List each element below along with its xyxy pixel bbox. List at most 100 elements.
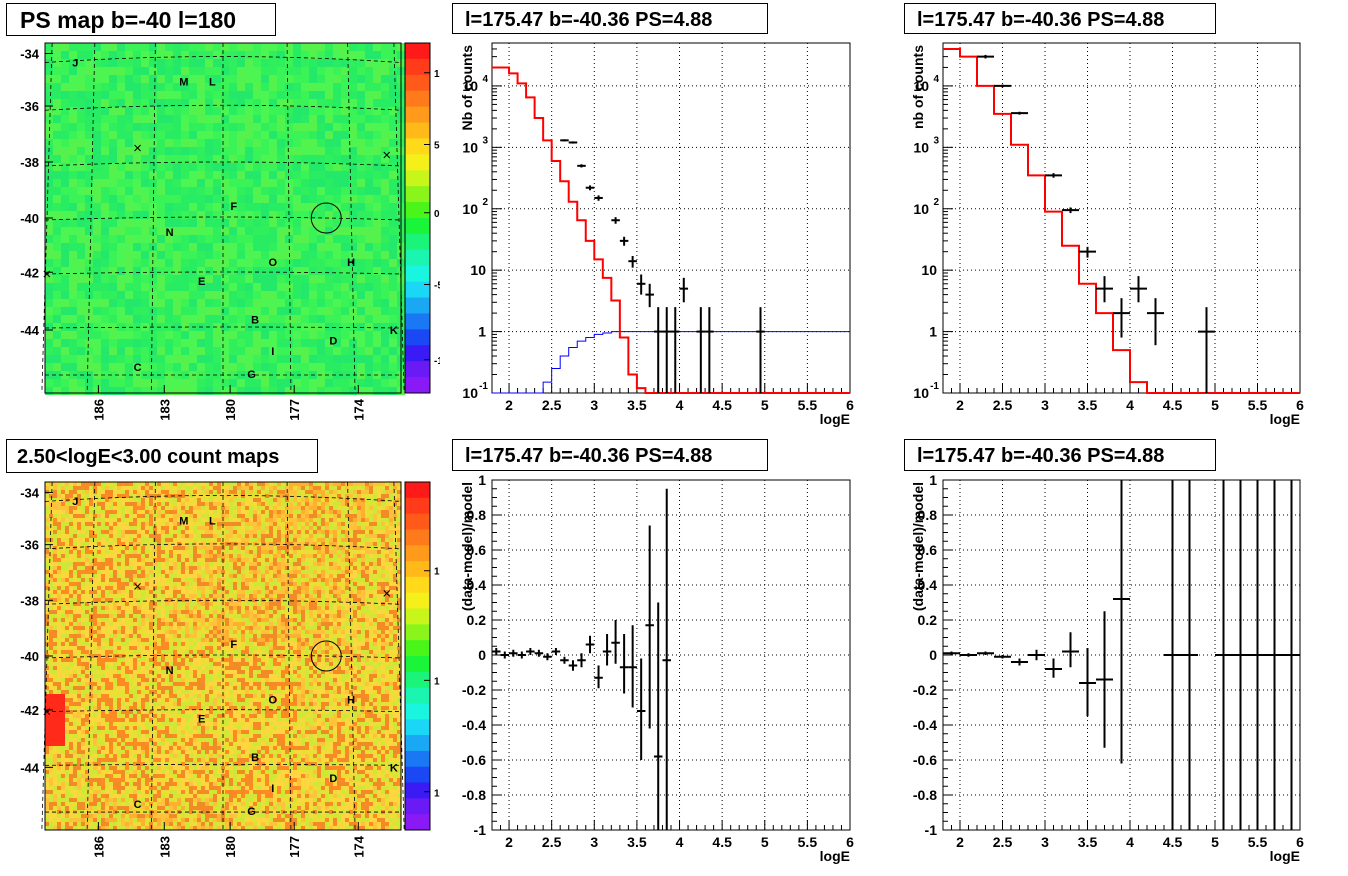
map-pixel (101, 99, 109, 107)
map-pixel (117, 578, 121, 582)
map-pixel (245, 163, 253, 171)
map-pixel (93, 283, 101, 291)
map-pixel (117, 139, 125, 147)
map-pixel (377, 598, 381, 602)
map-pixel (237, 494, 241, 498)
map-pixel (77, 339, 85, 347)
map-pixel (241, 562, 245, 566)
map-pixel (333, 347, 341, 355)
map-pixel (377, 550, 381, 554)
map-pixel (297, 518, 301, 522)
map-pixel (101, 75, 109, 83)
map-pixel (101, 355, 109, 363)
map-pixel (229, 67, 237, 75)
map-pixel (69, 490, 73, 494)
map-pixel (309, 530, 313, 534)
map-pixel (365, 315, 373, 323)
map-pixel (397, 502, 401, 506)
map-pixel (273, 546, 277, 550)
map-pixel (197, 594, 201, 598)
map-pixel (225, 570, 229, 574)
map-pixel (245, 51, 253, 59)
map-pixel (161, 562, 165, 566)
map-pixel (145, 538, 149, 542)
map-pixel (349, 355, 357, 363)
map-pixel (373, 163, 381, 171)
map-pixel (141, 542, 145, 546)
map-pixel (233, 498, 237, 502)
map-pixel (333, 586, 337, 590)
map-pixel (293, 139, 301, 147)
map-pixel (309, 570, 313, 574)
map-pixel (341, 187, 349, 195)
map-pixel (157, 139, 165, 147)
map-pixel (249, 558, 253, 562)
map-pixel (377, 534, 381, 538)
map-pixel (373, 243, 381, 251)
map-pixel (133, 379, 141, 387)
map-pixel (125, 147, 133, 155)
map-pixel (65, 582, 69, 586)
map-pixel (337, 566, 341, 570)
map-pixel (173, 530, 177, 534)
map-pixel (357, 179, 365, 187)
map-pixel (389, 598, 393, 602)
map-pixel (253, 522, 257, 526)
map-pixel (101, 91, 109, 99)
map-pixel (61, 550, 65, 554)
map-pixel (181, 139, 189, 147)
map-pixel (277, 83, 285, 91)
map-pixel (365, 554, 369, 558)
map-pixel (117, 131, 125, 139)
map-pixel (333, 510, 337, 514)
map-pixel (345, 550, 349, 554)
map-pixel (233, 510, 237, 514)
map-pixel (217, 606, 221, 610)
map-pixel (189, 486, 193, 490)
map-pixel (193, 550, 197, 554)
map-pixel (73, 522, 77, 526)
map-pixel (373, 538, 377, 542)
map-pixel (141, 139, 149, 147)
map-pixel (77, 131, 85, 139)
map-pixel (381, 51, 389, 59)
map-pixel (173, 610, 177, 614)
map-pixel (205, 275, 213, 283)
map-pixel (81, 530, 85, 534)
map-pixel (269, 67, 277, 75)
map-pixel (265, 510, 269, 514)
map-pixel (301, 518, 305, 522)
map-pixel (277, 307, 285, 315)
map-pixel (241, 514, 245, 518)
map-pixel (217, 534, 221, 538)
map-pixel (85, 586, 89, 590)
map-pixel (189, 530, 193, 534)
map-pixel (225, 498, 229, 502)
map-pixel (381, 123, 389, 131)
map-pixel (189, 574, 193, 578)
map-pixel (321, 510, 325, 514)
map-pixel (361, 574, 365, 578)
map-pixel (333, 267, 341, 275)
map-pixel (269, 163, 277, 171)
map-pixel (105, 598, 109, 602)
map-pixel (81, 510, 85, 514)
map-pixel (65, 502, 69, 506)
map-pixel (141, 570, 145, 574)
map-pixel (117, 526, 121, 530)
map-pixel (237, 251, 245, 259)
map-pixel (221, 83, 229, 91)
map-pixel (165, 498, 169, 502)
map-pixel (109, 107, 117, 115)
map-pixel (117, 590, 121, 594)
map-pixel (93, 387, 101, 395)
map-pixel (321, 514, 325, 518)
map-pixel (189, 251, 197, 259)
map-pixel (189, 195, 197, 203)
map-pixel (73, 482, 77, 486)
map-pixel (205, 582, 209, 586)
map-pixel (305, 510, 309, 514)
map-pixel (141, 147, 149, 155)
map-pixel (217, 558, 221, 562)
map-pixel (149, 482, 153, 486)
